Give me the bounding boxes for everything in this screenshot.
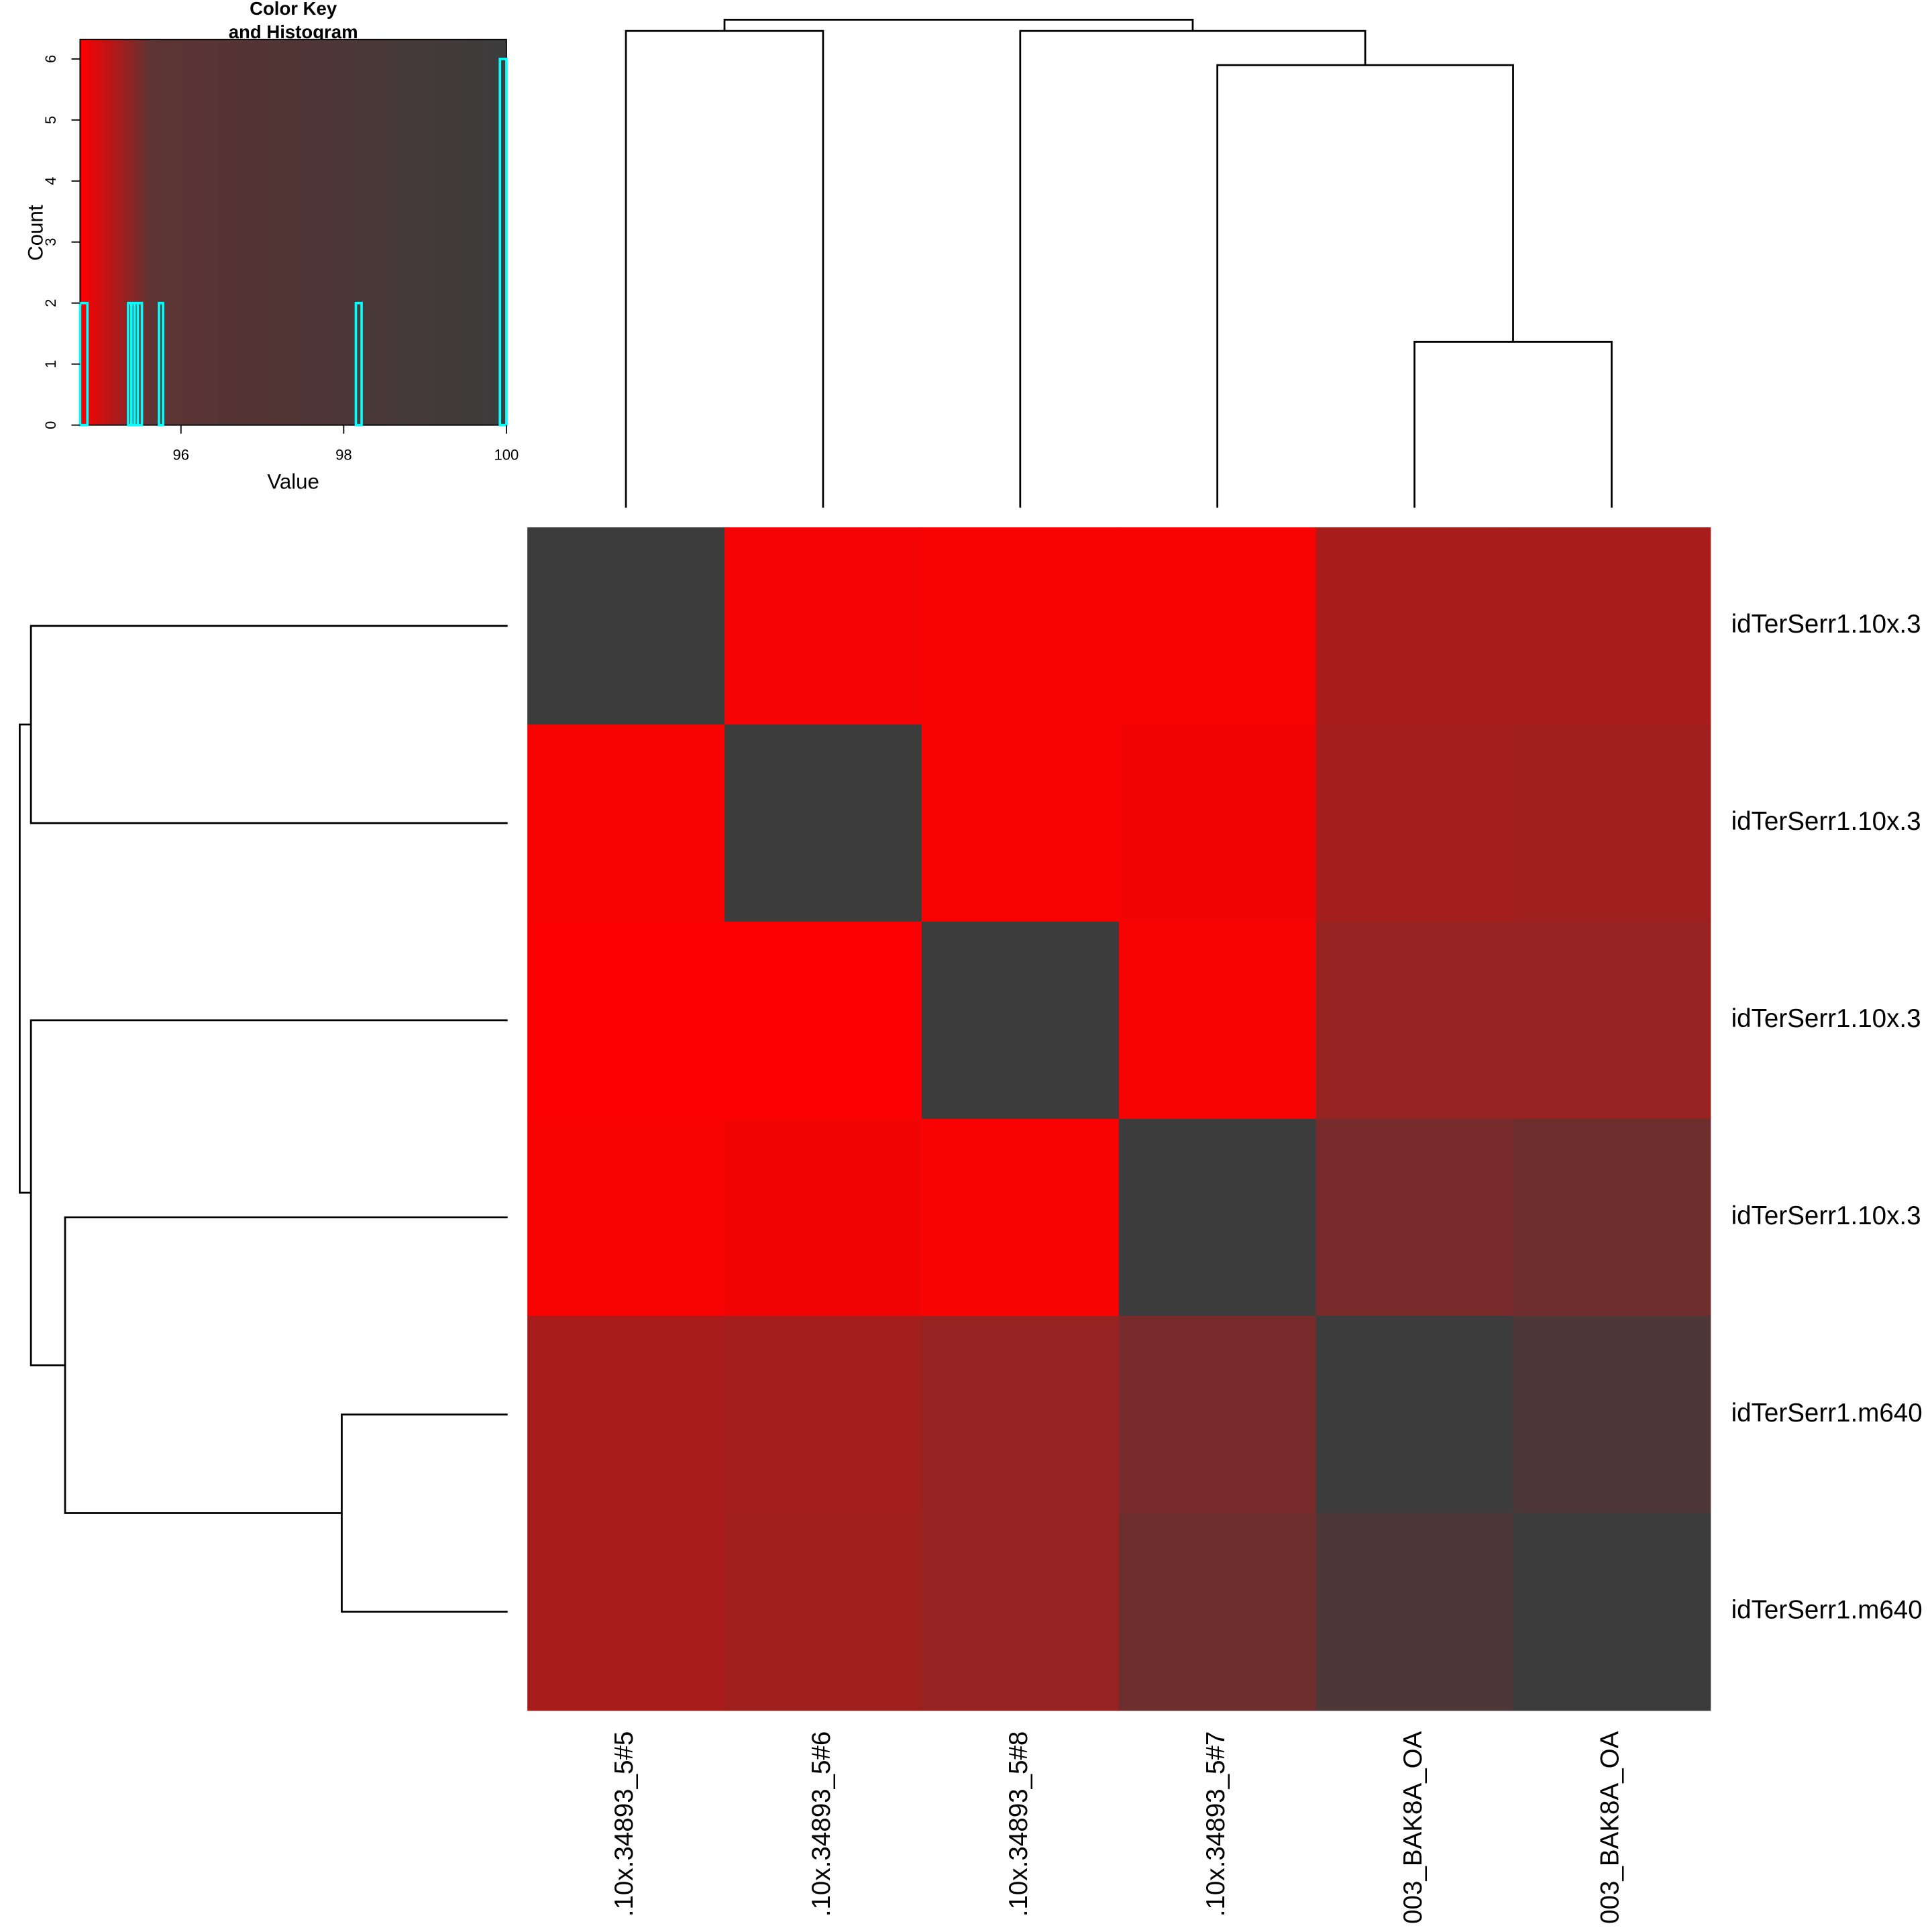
- row-label: idTerSerr1.10x.3: [1731, 610, 1921, 639]
- y-tick-label: 5: [42, 116, 59, 124]
- heatmap-cell: [1513, 921, 1711, 1120]
- column-label: .10x.34893_5#6: [807, 1731, 836, 1917]
- heatmap-cell: [921, 1118, 1120, 1317]
- histogram-bin: [136, 301, 144, 427]
- col-dendrogram-link: [1413, 341, 1613, 508]
- heatmap-cell: [1118, 527, 1317, 725]
- key-x-label: Value: [267, 470, 319, 493]
- column-label: 003_BAK8A_OA: [1399, 1731, 1428, 1924]
- y-tick-label: 3: [42, 238, 59, 246]
- y-tick-label: 4: [42, 177, 59, 185]
- heatmap-cell: [1118, 724, 1317, 922]
- row-dendrogram-link: [19, 723, 32, 1194]
- heatmap-cell: [921, 921, 1120, 1120]
- heatmap-cell: [527, 1513, 725, 1711]
- key-subtitle: and Histogram: [229, 21, 358, 42]
- heatmap-cell: [1316, 1513, 1514, 1711]
- heatmap-cell: [1513, 1316, 1711, 1514]
- heatmap-cell: [1118, 921, 1317, 1120]
- heatmap-cell: [527, 1316, 725, 1514]
- heatmap-cell: [527, 527, 725, 725]
- heatmap-cell: [1513, 724, 1711, 922]
- heatmap-cell: [527, 1118, 725, 1317]
- row-label: idTerSerr1.m640: [1731, 1596, 1923, 1625]
- x-tick-label: 100: [494, 446, 519, 463]
- row-dendrogram-link: [30, 625, 508, 824]
- histogram-bin: [354, 301, 363, 427]
- y-tick-label: 6: [42, 55, 59, 63]
- col-dendrogram-link: [1216, 64, 1514, 508]
- heatmap-cell: [1316, 724, 1514, 922]
- heatmap-cell: [527, 724, 725, 922]
- heatmap-cell: [724, 921, 922, 1120]
- heatmap-cell: [724, 527, 922, 725]
- heatmap-cell: [921, 1316, 1120, 1514]
- heatmap-cell: [1513, 527, 1711, 725]
- heatmap-cell: [1316, 921, 1514, 1120]
- key-title: Color Key: [250, 0, 337, 19]
- heatmap-cell: [1118, 1118, 1317, 1317]
- heatmap-cell: [724, 1118, 922, 1317]
- col-dendrogram-link: [625, 30, 824, 508]
- col-dendrogram-link: [723, 19, 1194, 32]
- histogram-bin: [498, 58, 508, 427]
- row-dendrogram-link: [341, 1413, 508, 1613]
- row-label: idTerSerr1.10x.3: [1731, 1004, 1921, 1033]
- y-tick-label: 0: [42, 421, 59, 429]
- col-dendrogram-link: [1019, 30, 1366, 508]
- y-tick-label: 2: [42, 299, 59, 307]
- x-tick-label: 98: [335, 446, 352, 463]
- column-label: .10x.34893_5#7: [1201, 1731, 1230, 1917]
- heatmap-cell: [527, 921, 725, 1120]
- heatmap-cell: [921, 527, 1120, 725]
- heatmap-cell: [1513, 1513, 1711, 1711]
- row-dendrogram-link: [30, 1019, 508, 1366]
- histogram-bin: [158, 301, 164, 427]
- column-label: .10x.34893_5#8: [1004, 1731, 1033, 1917]
- key-background: [79, 38, 507, 426]
- row-dendrogram-link: [64, 1216, 508, 1514]
- heatmap-cell: [921, 724, 1120, 922]
- heatmap-cell: [1118, 1316, 1317, 1514]
- x-tick-label: 96: [173, 446, 190, 463]
- heatmap-cell: [724, 1513, 922, 1711]
- heatmap-cell: [724, 1316, 922, 1514]
- row-label: idTerSerr1.10x.3: [1731, 1201, 1921, 1230]
- heatmap-cell: [1316, 527, 1514, 725]
- row-label: idTerSerr1.10x.3: [1731, 807, 1921, 836]
- column-label: 003_BAK8A_OA: [1596, 1731, 1625, 1924]
- row-label: idTerSerr1.m640: [1731, 1399, 1923, 1428]
- heatmap-cell: [921, 1513, 1120, 1711]
- column-label: .10x.34893_5#5: [610, 1731, 639, 1917]
- heatmap-cell: [1118, 1513, 1317, 1711]
- heatmap-cell: [1316, 1118, 1514, 1317]
- heatmap-cell: [1513, 1118, 1711, 1317]
- heatmap-cell: [1316, 1316, 1514, 1514]
- y-tick-label: 1: [42, 360, 59, 368]
- key-y-label: Count: [23, 205, 47, 261]
- heatmap-cell: [724, 724, 922, 922]
